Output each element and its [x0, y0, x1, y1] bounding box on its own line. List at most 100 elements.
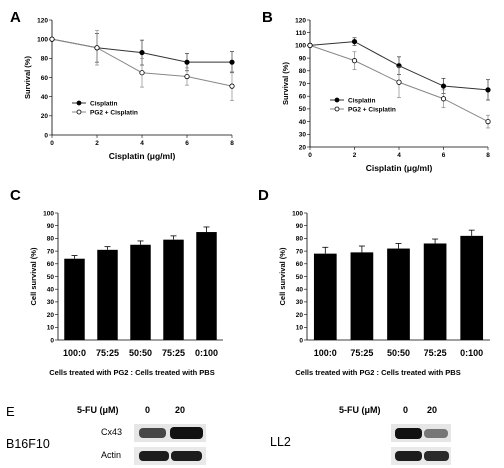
chart-a-ytick-label: 60	[41, 75, 49, 82]
chart-c-ytick-label: 70	[47, 248, 55, 255]
chart-a-xtick-label: 6	[185, 140, 189, 147]
band-cx43-b16f10-20	[170, 427, 203, 439]
chart-a-legend-label: Cisplatin	[90, 100, 117, 107]
chart-b-legend-marker	[334, 106, 340, 112]
chart-d-category-label: 100:0	[314, 348, 337, 358]
chart-b-ytick-label: 100	[295, 43, 306, 50]
chart-b-xtick-label: 0	[308, 152, 312, 159]
chart-d-bar	[423, 243, 447, 340]
band-actin-b16f10-0	[139, 451, 169, 461]
chart-a-legend-label: PG2 + Cisplatin	[90, 109, 138, 116]
chart-a-ytick-label: 80	[41, 56, 49, 63]
panel-label-e: E	[6, 404, 15, 419]
band-actin-ll2-20	[424, 451, 449, 461]
chart-b-y-axis-label: Survival (%)	[281, 62, 290, 105]
chart-d-ytick-label: 80	[296, 236, 304, 243]
chart-c-category-label: 75:25	[96, 348, 119, 358]
chart-b-data-point	[485, 119, 491, 125]
chart-c-category-label: 0:100	[195, 348, 218, 358]
chart-b-data-point	[351, 58, 358, 64]
chart-a-xtick-label: 2	[95, 140, 99, 147]
chart-d-ytick-label: 30	[296, 299, 304, 306]
chart-c-bar	[196, 232, 217, 340]
chart-d-ytick-label: 60	[296, 261, 304, 268]
chart-a-xtick-label: 0	[50, 140, 54, 147]
chart-b-xtick-label: 2	[353, 152, 357, 159]
chart-d-category-label: 50:50	[387, 348, 410, 358]
chart-c-ytick-label: 20	[47, 312, 55, 319]
blot-panel-e: E 5-FU (μM) 0 20 Cx43 Actin B16F10 5-FU …	[6, 404, 451, 465]
chart-c-category-label: 100:0	[63, 348, 86, 358]
chart-b-x-axis-label: Cisplatin (μg/ml)	[366, 163, 433, 173]
chart-c-category-label: 75:25	[162, 348, 185, 358]
band-cx43-ll2-0	[395, 428, 422, 439]
chart-c-bar	[97, 249, 118, 340]
cell-line-b16f10: B16F10	[6, 437, 50, 451]
chart-a-data-point	[139, 70, 145, 76]
chart-c-ytick-label: 60	[47, 261, 55, 268]
chart-b-legend-label: Cisplatin	[348, 97, 375, 104]
chart-c-bar	[64, 258, 85, 340]
chart-d-ytick-label: 20	[296, 312, 304, 319]
chart-b-xtick-label: 6	[442, 152, 446, 159]
chart-b-ytick-label: 80	[299, 68, 307, 75]
chart-c-ytick-label: 10	[47, 325, 55, 332]
chart-d-category-label: 75:25	[424, 348, 447, 358]
chart-d-ytick-label: 0	[299, 337, 303, 344]
line-chart-b: 20 30 40 50 60 70 80 90 100 110 120 0 2 4 6 8 Cisplatin …	[281, 17, 491, 173]
chart-a-data-point	[229, 59, 235, 65]
chart-d-ytick-label: 10	[296, 325, 304, 332]
chart-b-ytick-label: 70	[299, 81, 307, 88]
chart-b-xtick-label: 4	[397, 152, 401, 159]
chart-b-data-point	[396, 79, 402, 85]
chart-d-ytick-label: 50	[296, 274, 304, 281]
chart-b-ytick-label: 110	[296, 30, 307, 37]
cell-line-ll2: LL2	[270, 435, 291, 449]
panel-label-b: B	[262, 9, 273, 26]
dose-20-ll2: 20	[427, 405, 437, 415]
chart-c-ytick-label: 100	[43, 210, 54, 217]
chart-a-ytick-label: 20	[41, 113, 49, 120]
chart-d-ytick-label: 100	[292, 210, 303, 217]
chart-c-bar	[130, 244, 151, 340]
chart-b-ytick-label: 40	[299, 119, 307, 126]
chart-a-data-point	[49, 36, 55, 42]
chart-a-data-point	[184, 73, 190, 80]
blot-header-ll2: 5-FU (μM)	[339, 405, 381, 415]
chart-d-ytick-label: 70	[296, 248, 304, 255]
chart-c-category-label: 50:50	[129, 348, 152, 358]
band-cx43-ll2-20	[424, 429, 448, 438]
chart-b-data-point	[307, 42, 313, 49]
panel-label-c: C	[10, 187, 21, 204]
chart-c-ytick-label: 90	[47, 223, 55, 230]
band-label-actin-b16f10: Actin	[101, 450, 121, 460]
chart-a-data-point	[139, 49, 145, 56]
panel-label-d: D	[258, 187, 269, 204]
chart-a-xtick-label: 4	[140, 140, 144, 147]
bar-chart-d: 0 10 20 30 40 50 60 70 80 90 100 100:0 75:25 50:50 75:…	[278, 210, 490, 377]
bar-chart-c: 0 10 20 30 40 50 60 70 80 90 100 100:0 75:25 50:50 75:…	[29, 210, 223, 377]
chart-b-ytick-label: 90	[299, 55, 307, 62]
chart-b-xtick-label: 8	[486, 152, 490, 159]
chart-d-category-label: 0:100	[460, 348, 483, 358]
chart-a-legend-marker	[76, 100, 82, 106]
chart-c-bar	[163, 239, 184, 340]
dose-0-b16f10: 0	[145, 405, 150, 415]
chart-a-xtick-label: 8	[230, 140, 234, 147]
chart-d-bar	[313, 253, 337, 340]
chart-a-ytick-label: 120	[37, 17, 48, 24]
chart-a-data-point	[229, 83, 235, 89]
chart-b-ytick-label: 60	[299, 94, 307, 101]
band-actin-ll2-0	[395, 451, 422, 461]
chart-d-ytick-label: 40	[296, 287, 304, 294]
chart-a-x-axis-label: Cisplatin (μg/ml)	[109, 151, 176, 161]
chart-d-bar	[350, 252, 374, 340]
chart-a-data-point	[94, 45, 100, 51]
dose-0-ll2: 0	[403, 405, 408, 415]
chart-d-x-axis-label: Cells treated with PG2 : Cells treated w…	[295, 368, 460, 377]
chart-b-ytick-label: 20	[299, 144, 307, 151]
chart-b-data-point	[485, 87, 491, 93]
dose-20-b16f10: 20	[175, 405, 185, 415]
chart-b-ytick-label: 50	[299, 106, 307, 113]
